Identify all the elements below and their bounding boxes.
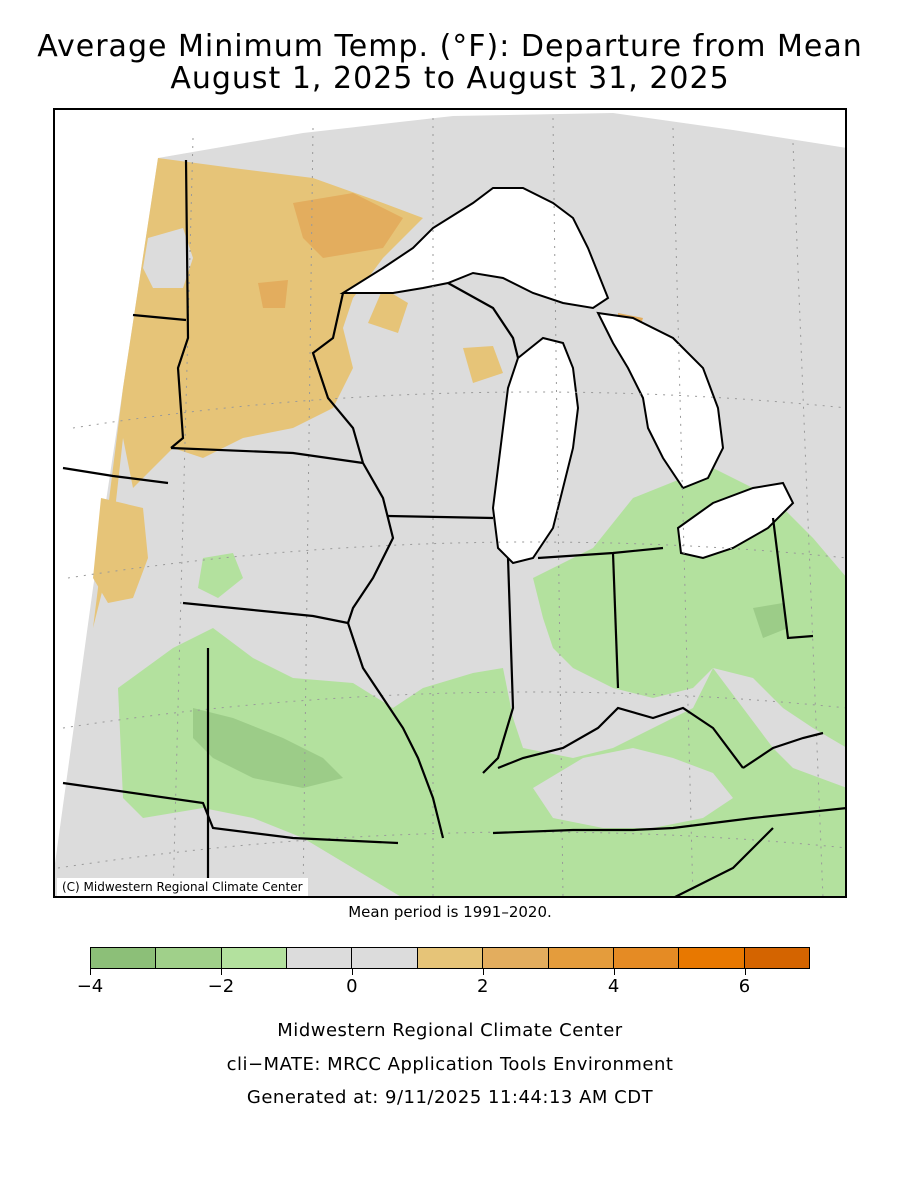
border-ia-mo [182, 601, 349, 625]
legend-swatch [287, 948, 353, 968]
border-in-oh [611, 552, 620, 689]
border-wi-il [387, 514, 494, 520]
legend-tick [90, 969, 91, 975]
border-ia-il [346, 462, 395, 624]
legend-tick [220, 969, 222, 975]
border-mo-ar [62, 781, 399, 845]
lake-huron [596, 311, 725, 490]
copyright-label: (C) Midwestern Regional Climate Center [57, 878, 308, 896]
anomaly-orange-medium-2 [258, 280, 288, 308]
legend-tick-label: 4 [607, 976, 620, 997]
graticule [57, 117, 847, 898]
anomaly-green-light-south [118, 628, 847, 898]
legend-swatch [679, 948, 745, 968]
border-ky-tn [492, 806, 847, 835]
border-il-in [482, 557, 515, 774]
anomaly-orange-light-3 [463, 346, 503, 383]
legend-tick [744, 969, 746, 975]
anomaly-orange-light-2 [368, 288, 408, 333]
border-mo-il [346, 622, 445, 839]
legend-swatch [483, 948, 549, 968]
footer-generated-at: Generated at: 9/11/2025 11:44:13 AM CDT [246, 1087, 654, 1108]
footer-organization: Midwestern Regional Climate Center [277, 1020, 623, 1041]
color-legend [90, 947, 810, 969]
map-frame [53, 108, 847, 898]
anomaly-gray-kentucky [533, 748, 733, 828]
border-sd-ne [62, 466, 169, 485]
map-date-range: August 1, 2025 to August 31, 2025 [170, 61, 730, 96]
legend-swatch [744, 948, 809, 968]
border-tn-south [672, 827, 774, 898]
lake-michigan [491, 336, 580, 565]
legend-swatch [352, 948, 418, 968]
border-nd-sd [132, 313, 187, 322]
border-oh-pa [771, 517, 814, 640]
legend-tick-label: 2 [476, 976, 489, 997]
anomaly-green-medium-2 [753, 603, 788, 638]
anomaly-green-light-patch [198, 553, 243, 598]
anomaly-orange-medium [293, 193, 403, 258]
state-boundaries [62, 159, 847, 898]
anomaly-green-medium [193, 708, 343, 788]
legend-swatch [613, 948, 680, 968]
legend-tick-label: 6 [738, 976, 751, 997]
legend-tick [351, 969, 353, 975]
mean-period-note: Mean period is 1991–2020. [348, 903, 552, 921]
legend-swatch [221, 948, 288, 968]
legend-tick-label: −2 [207, 976, 235, 997]
legend-swatch [417, 948, 484, 968]
border-ky-north [497, 706, 744, 770]
legend-swatch [91, 948, 157, 968]
legend-swatch [548, 948, 614, 968]
legend-tick-label: 0 [346, 976, 358, 997]
legend-tick [482, 969, 484, 975]
border-mi-oh [537, 546, 664, 560]
footer-tool-name: cli−MATE: MRCC Application Tools Environ… [226, 1054, 674, 1075]
border-nd-mn [170, 159, 190, 449]
legend-swatch [156, 948, 222, 968]
anomaly-gray-hole [143, 228, 193, 288]
anomaly-orange-light-4 [93, 498, 148, 603]
legend-tick [613, 969, 615, 975]
border-mn-wi [311, 292, 365, 464]
lake-superior [339, 187, 610, 310]
border-mi-up [447, 282, 520, 359]
map-title: Average Minimum Temp. (°F): Departure fr… [37, 29, 863, 64]
border-wv [742, 731, 824, 769]
departure-map [53, 108, 847, 898]
border-mn-ia [170, 446, 364, 465]
legend-tick-label: −4 [76, 976, 104, 997]
lake-erie [676, 481, 795, 560]
anomaly-green-light-ohio [533, 468, 847, 748]
